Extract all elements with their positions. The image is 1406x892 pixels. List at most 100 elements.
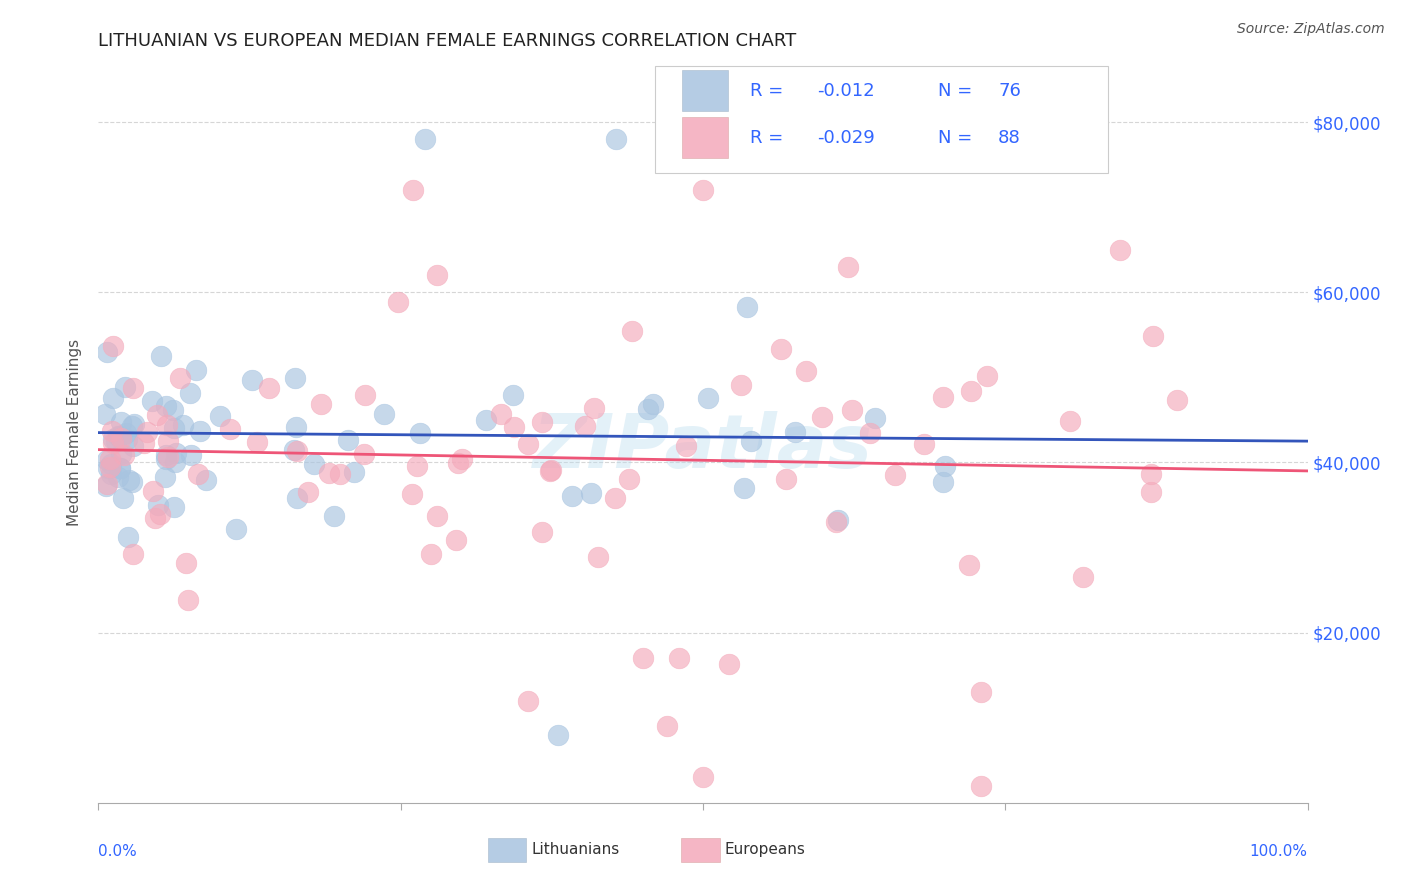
Europeans [142, 484, 165, 499]
Europeans [655, 719, 678, 733]
Lithuanians [146, 498, 169, 512]
Lithuanians [323, 508, 346, 523]
Lithuanians [934, 459, 956, 474]
Text: N =: N = [938, 129, 977, 147]
Europeans [586, 550, 609, 565]
FancyBboxPatch shape [682, 70, 728, 111]
Text: 88: 88 [998, 129, 1021, 147]
Europeans [502, 420, 524, 434]
Lithuanians [110, 448, 132, 462]
Lithuanians [165, 454, 187, 468]
Text: N =: N = [938, 82, 977, 101]
Lithuanians [343, 465, 366, 479]
FancyBboxPatch shape [682, 838, 720, 862]
Europeans [516, 694, 538, 708]
Text: LITHUANIAN VS EUROPEAN MEDIAN FEMALE EARNINGS CORRELATION CHART: LITHUANIAN VS EUROPEAN MEDIAN FEMALE EAR… [98, 32, 797, 50]
Europeans [489, 407, 512, 421]
Europeans [837, 260, 859, 274]
Text: 100.0%: 100.0% [1250, 844, 1308, 858]
Lithuanians [121, 419, 143, 434]
Europeans [621, 324, 644, 338]
Text: -0.012: -0.012 [817, 82, 875, 101]
Lithuanians [96, 479, 118, 493]
Lithuanians [932, 475, 955, 489]
Europeans [174, 557, 197, 571]
Europeans [531, 415, 554, 429]
Europeans [387, 295, 409, 310]
Lithuanians [121, 439, 143, 453]
Lithuanians [107, 470, 129, 484]
Lithuanians [547, 728, 569, 742]
Lithuanians [283, 443, 305, 458]
Europeans [405, 458, 427, 473]
Europeans [177, 593, 200, 607]
Europeans [775, 472, 797, 486]
Lithuanians [180, 448, 202, 462]
Europeans [970, 779, 993, 793]
Europeans [318, 467, 340, 481]
Y-axis label: Median Female Earnings: Median Female Earnings [67, 339, 83, 526]
Lithuanians [155, 448, 177, 462]
Europeans [101, 424, 124, 438]
FancyBboxPatch shape [682, 117, 728, 158]
Lithuanians [107, 428, 129, 442]
Lithuanians [637, 401, 659, 416]
Lithuanians [409, 426, 432, 441]
Lithuanians [475, 412, 498, 426]
Lithuanians [785, 425, 807, 440]
Lithuanians [94, 408, 117, 422]
Text: Source: ZipAtlas.com: Source: ZipAtlas.com [1237, 22, 1385, 37]
Text: 0.0%: 0.0% [98, 844, 138, 858]
Europeans [98, 460, 121, 475]
Europeans [354, 388, 377, 402]
Europeans [692, 770, 714, 784]
Europeans [931, 391, 953, 405]
Lithuanians [179, 386, 201, 401]
Europeans [859, 426, 882, 441]
Europeans [451, 452, 474, 467]
Europeans [530, 525, 553, 540]
Europeans [156, 434, 179, 449]
Europeans [96, 477, 118, 491]
Europeans [101, 339, 124, 353]
Europeans [692, 183, 714, 197]
Lithuanians [337, 433, 360, 447]
Lithuanians [697, 391, 720, 405]
Europeans [883, 467, 905, 482]
Europeans [824, 516, 846, 530]
Lithuanians [643, 397, 665, 411]
Europeans [574, 419, 596, 434]
Europeans [970, 685, 993, 699]
Lithuanians [162, 403, 184, 417]
Lithuanians [111, 491, 134, 506]
Europeans [1166, 393, 1188, 408]
Europeans [285, 443, 308, 458]
Lithuanians [155, 452, 177, 467]
Europeans [810, 410, 832, 425]
Lithuanians [110, 429, 132, 443]
Europeans [134, 436, 156, 450]
Europeans [402, 183, 425, 197]
Lithuanians [188, 424, 211, 438]
Lithuanians [104, 434, 127, 449]
Europeans [582, 401, 605, 415]
Europeans [110, 431, 132, 445]
Europeans [103, 436, 125, 450]
Lithuanians [163, 500, 186, 515]
Europeans [156, 418, 179, 433]
Lithuanians [737, 300, 759, 314]
Europeans [426, 509, 449, 524]
Lithuanians [122, 417, 145, 431]
Europeans [122, 547, 145, 561]
Europeans [246, 434, 269, 449]
Lithuanians [302, 457, 325, 471]
Lithuanians [165, 445, 187, 459]
Europeans [329, 467, 352, 482]
Europeans [353, 447, 375, 461]
Lithuanians [225, 522, 247, 536]
Text: Lithuanians: Lithuanians [531, 842, 620, 857]
Europeans [631, 651, 654, 665]
Lithuanians [101, 392, 124, 406]
Europeans [146, 409, 169, 423]
Europeans [426, 268, 449, 283]
